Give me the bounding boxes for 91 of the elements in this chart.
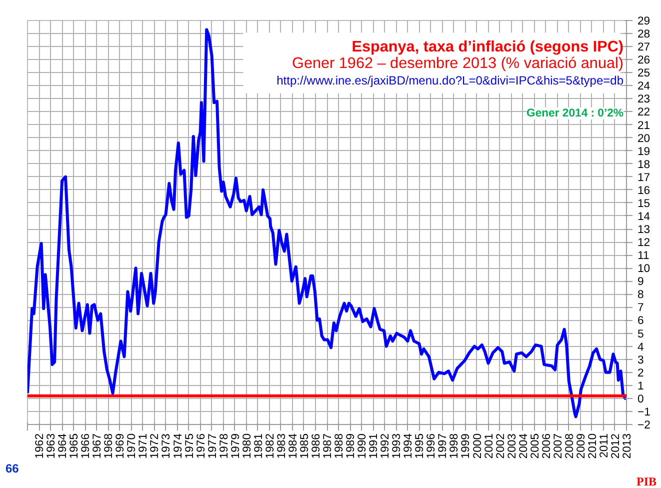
x-tick-label: 1974 [172, 434, 184, 459]
x-tick-label: 1985 [298, 434, 311, 459]
x-tick-label: 1996 [426, 434, 438, 459]
y-tick-label: 7 [638, 302, 644, 314]
y-tick-label: 16 [638, 184, 650, 197]
x-tick-label: 1972 [149, 434, 162, 459]
x-tick-label: 1963 [46, 434, 58, 459]
y-tick-label: 11 [638, 250, 650, 262]
x-tick-label: 1990 [356, 434, 369, 459]
x-tick-label: 2007 [552, 434, 564, 459]
y-tick-label: 25 [638, 68, 650, 80]
y-tick-label: −2 [638, 420, 650, 432]
x-tick-label: 2002 [494, 434, 507, 459]
x-tick-label: 1994 [402, 434, 415, 459]
x-tick-label: 1975 [184, 434, 196, 459]
x-tick-label: 1984 [287, 434, 300, 459]
y-tick-label: 3 [638, 354, 644, 366]
y-tick-label: 17 [638, 172, 650, 184]
x-tick-label: 2011 [598, 433, 610, 458]
y-tick-label: 29 [638, 16, 650, 28]
x-tick-label: 1967 [92, 434, 104, 459]
y-tick-label: 24 [638, 80, 650, 93]
x-tick-label: 1982 [264, 434, 276, 459]
y-tick-label: 21 [638, 120, 650, 132]
x-tick-label: 1995 [414, 434, 426, 459]
x-tick-label: 1981 [252, 434, 265, 459]
x-tick-label: 1987 [322, 434, 334, 459]
x-tick-label: 2004 [518, 434, 530, 459]
y-tick-label: 20 [638, 132, 650, 145]
y-tick-label: 22 [638, 106, 650, 119]
x-tick-label: 1968 [103, 434, 116, 459]
y-tick-label: 10 [638, 263, 650, 276]
x-tick-label: 1973 [160, 434, 173, 459]
line-series [28, 28, 626, 418]
x-tick-label: 1964 [57, 434, 70, 459]
text: Espanya, taxa d’inflació (segons IPC) [352, 38, 624, 56]
x-tick-label: 2013 [622, 434, 634, 459]
text: PIB [636, 474, 657, 488]
y-tick-label: 12 [638, 237, 650, 250]
y-tick-label: 9 [638, 276, 644, 288]
text: Gener 1962 – desembre 2013 (% variació anual) [292, 55, 624, 72]
x-tick-label: 1965 [68, 434, 81, 459]
x-tick-label: 1962 [34, 434, 46, 459]
x-tick-label: 2001 [483, 434, 496, 459]
x-tick-label: 1977 [206, 434, 219, 459]
y-tick-label: 23 [638, 94, 650, 106]
x-tick-label: 2005 [529, 434, 542, 459]
y-tick-label: 27 [638, 42, 650, 54]
x-tick-label: 2009 [575, 434, 588, 459]
x-tick-label: 1988 [334, 434, 346, 459]
y-tick-label: 15 [638, 198, 650, 210]
x-tick-label: 2010 [586, 434, 599, 459]
x-tick-label: 1971 [138, 434, 150, 459]
y-tick-label: −1 [638, 406, 650, 418]
x-tick-label: 1983 [276, 434, 288, 459]
y-tick-label: 26 [638, 54, 650, 67]
x-tick-label: 1970 [126, 434, 138, 459]
annotation: Gener 2014 : 0’2% [526, 107, 624, 120]
x-tick-label: 1991 [368, 434, 380, 459]
y-tick-label: 6 [638, 315, 644, 328]
x-tick-label: 2000 [472, 434, 484, 459]
x-tick-label: 1979 [230, 434, 242, 459]
text: 66 [6, 462, 20, 476]
y-tick-label: 19 [638, 146, 650, 158]
x-tick-label: 1986 [310, 434, 322, 459]
x-tick-label: 1978 [218, 434, 230, 459]
y-tick-label: 5 [638, 328, 644, 340]
x-tick-label: 1998 [448, 434, 461, 459]
y-tick-label: 18 [638, 158, 650, 171]
x-tick-label: 2008 [564, 434, 576, 459]
x-tick-label: 1980 [241, 434, 254, 459]
y-tick-label: 8 [638, 289, 644, 302]
x-tick-label: 2003 [506, 434, 518, 459]
y-tick-label: 1 [638, 380, 644, 392]
x-tick-label: 1992 [380, 434, 392, 459]
y-tick-label: 14 [638, 210, 650, 223]
x-tick-label: 1989 [345, 434, 358, 459]
x-tick-label: 2006 [540, 434, 553, 459]
annotation: http://www.ine.es/jaxiBD/menu.do?L=0&divi=IPC&his=5&type=db [276, 73, 624, 88]
x-tick-label: 1997 [437, 434, 450, 459]
x-tick-label: 1999 [460, 434, 472, 459]
y-tick-label: 13 [638, 224, 650, 236]
y-tick-label: 28 [638, 28, 650, 41]
y-tick-label: 2 [638, 367, 644, 380]
y-tick-label: 0 [638, 393, 644, 406]
x-tick-label: 1976 [195, 434, 208, 459]
x-tick-label: 1966 [80, 433, 92, 459]
x-tick-label: 1969 [114, 434, 127, 459]
x-tick-label: 1993 [391, 434, 404, 459]
y-tick-label: 4 [638, 341, 644, 354]
x-tick-label: 2012 [610, 434, 622, 459]
